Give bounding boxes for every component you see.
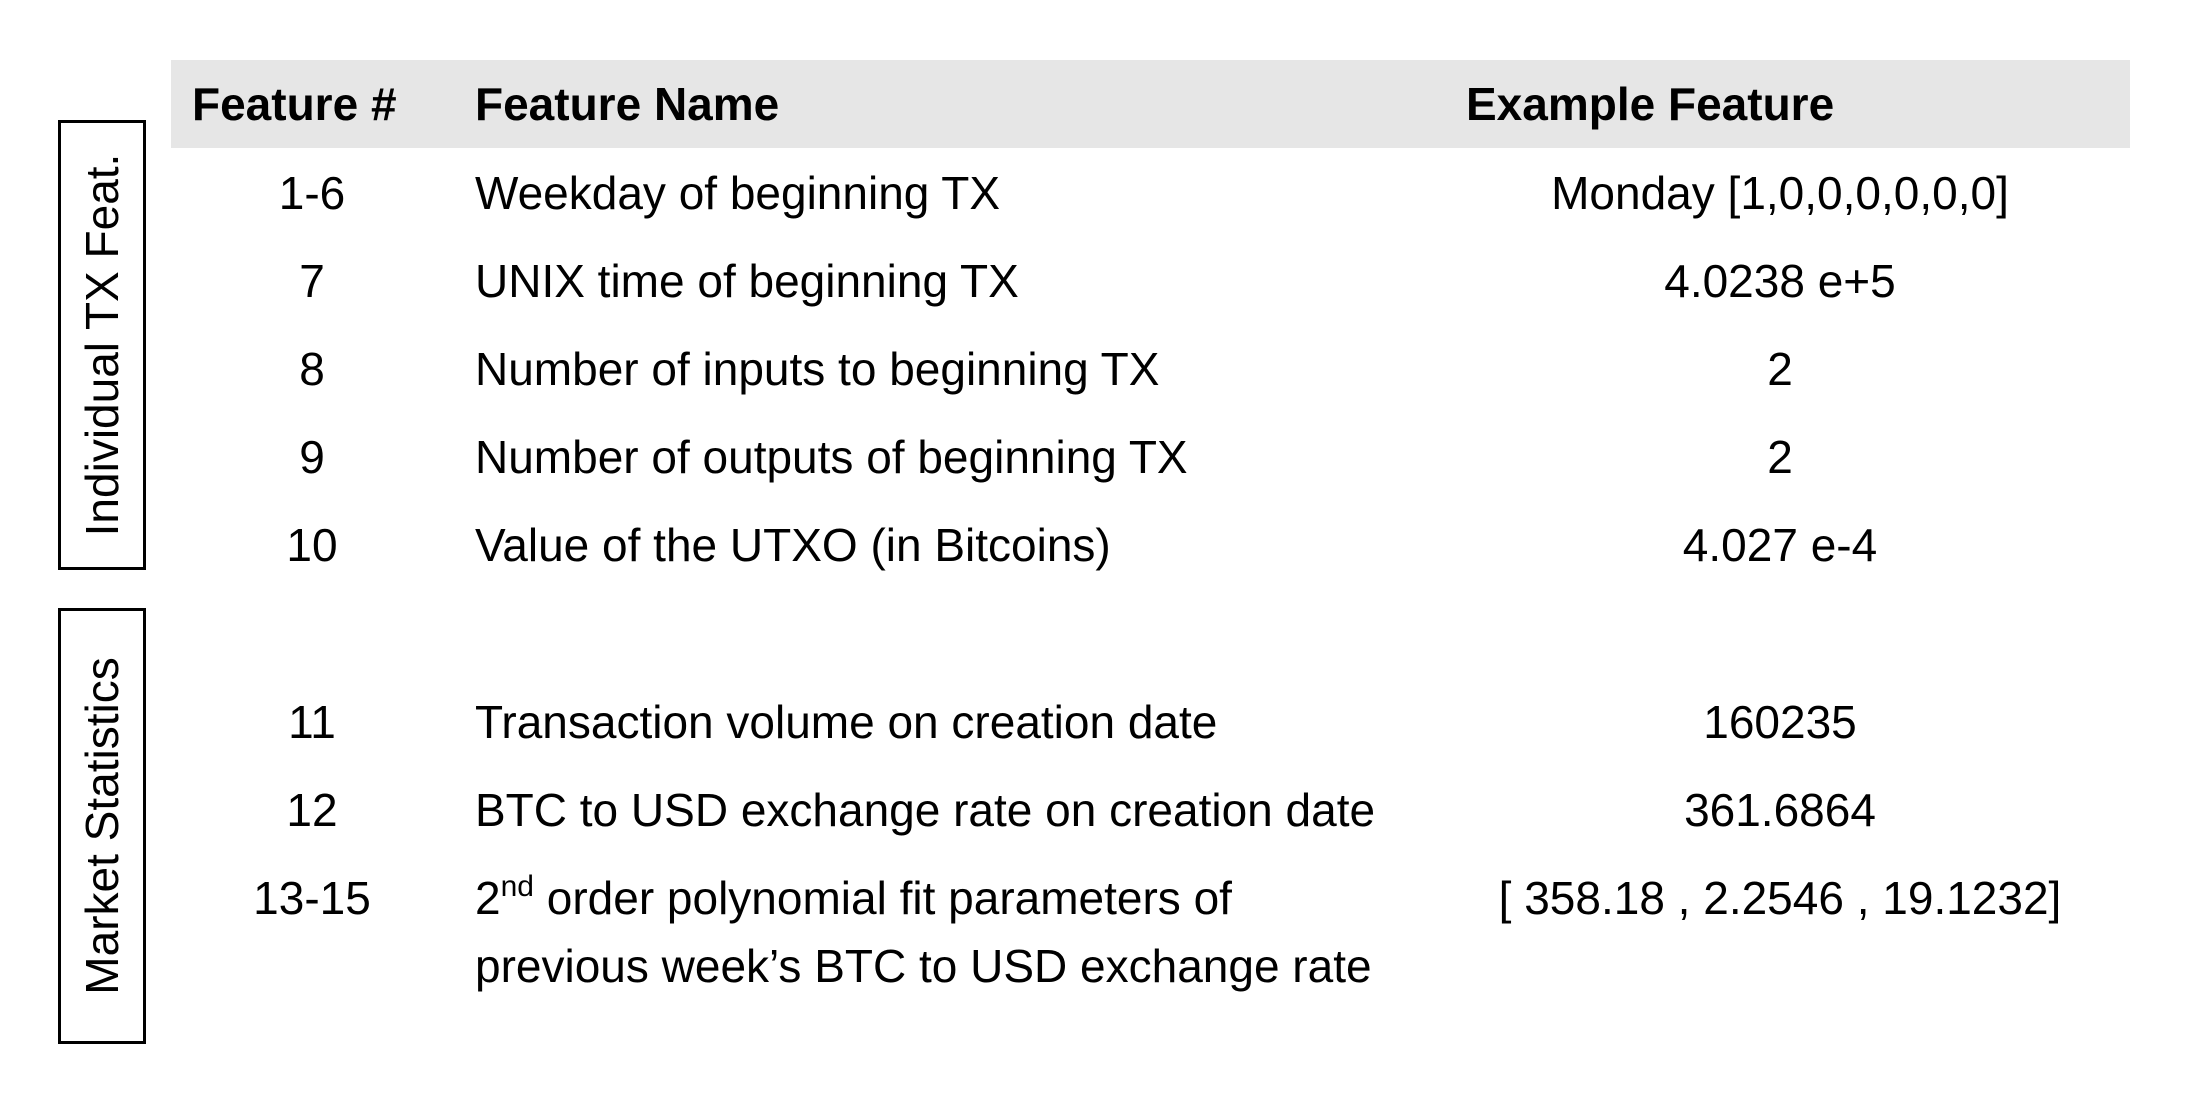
header-feature-number: Feature # (192, 78, 397, 130)
row-6-name: Transaction volume on creation date (475, 696, 1218, 748)
row-8-name-line-1: 2nd order polynomial fit parameters of (475, 864, 1372, 932)
row-3-example: 2 (1767, 343, 1793, 395)
row-2-example: 4.0238 e+5 (1664, 255, 1896, 307)
row-2-name: UNIX time of beginning TX (475, 255, 1019, 307)
row-2-number: 7 (299, 255, 325, 307)
row-3-name: Number of inputs to beginning TX (475, 343, 1160, 395)
row-4-number: 9 (299, 431, 325, 483)
row-8-name-prefix: 2 (475, 872, 501, 924)
row-7-example: 361.6864 (1684, 784, 1876, 836)
row-5-number: 10 (286, 519, 338, 571)
row-6-example: 160235 (1703, 696, 1857, 748)
row-1-example: Monday [1,0,0,0,0,0,0] (1551, 167, 2009, 219)
row-8-example: [ 358.18 , 2.2546 , 19.1232] (1498, 872, 2062, 924)
table-header (171, 60, 2130, 148)
row-7-number: 12 (286, 784, 338, 836)
row-8-name: 2nd order polynomial fit parameters of p… (475, 864, 1372, 1000)
row-5-name: Value of the UTXO (in Bitcoins) (475, 519, 1111, 571)
row-7-name: BTC to USD exchange rate on creation dat… (475, 784, 1376, 836)
row-1-name: Weekday of beginning TX (475, 167, 1001, 219)
row-3-number: 8 (299, 343, 325, 395)
row-8-name-line-1-text: order polynomial fit parameters of (533, 872, 1232, 924)
row-4-example: 2 (1767, 431, 1793, 483)
group-label-box-market-statistics: Market Statistics (58, 608, 146, 1044)
header-feature-name: Feature Name (475, 78, 780, 130)
row-5-example: 4.027 e-4 (1682, 519, 1878, 571)
row-1-number: 1-6 (278, 167, 346, 219)
row-8-name-line-2: previous week’s BTC to USD exchange rate (475, 940, 1372, 992)
group-label-box-individual-tx: Individual TX Feat. (58, 120, 146, 570)
group-label-individual-tx: Individual TX Feat. (76, 153, 128, 537)
group-label-market-statistics: Market Statistics (76, 657, 128, 995)
header-example-feature: Example Feature (1466, 78, 1835, 130)
row-6-number: 11 (288, 696, 336, 748)
row-4-name: Number of outputs of beginning TX (475, 431, 1188, 483)
row-8-name-superscript: nd (500, 869, 534, 903)
row-8-number: 13-15 (253, 872, 371, 924)
